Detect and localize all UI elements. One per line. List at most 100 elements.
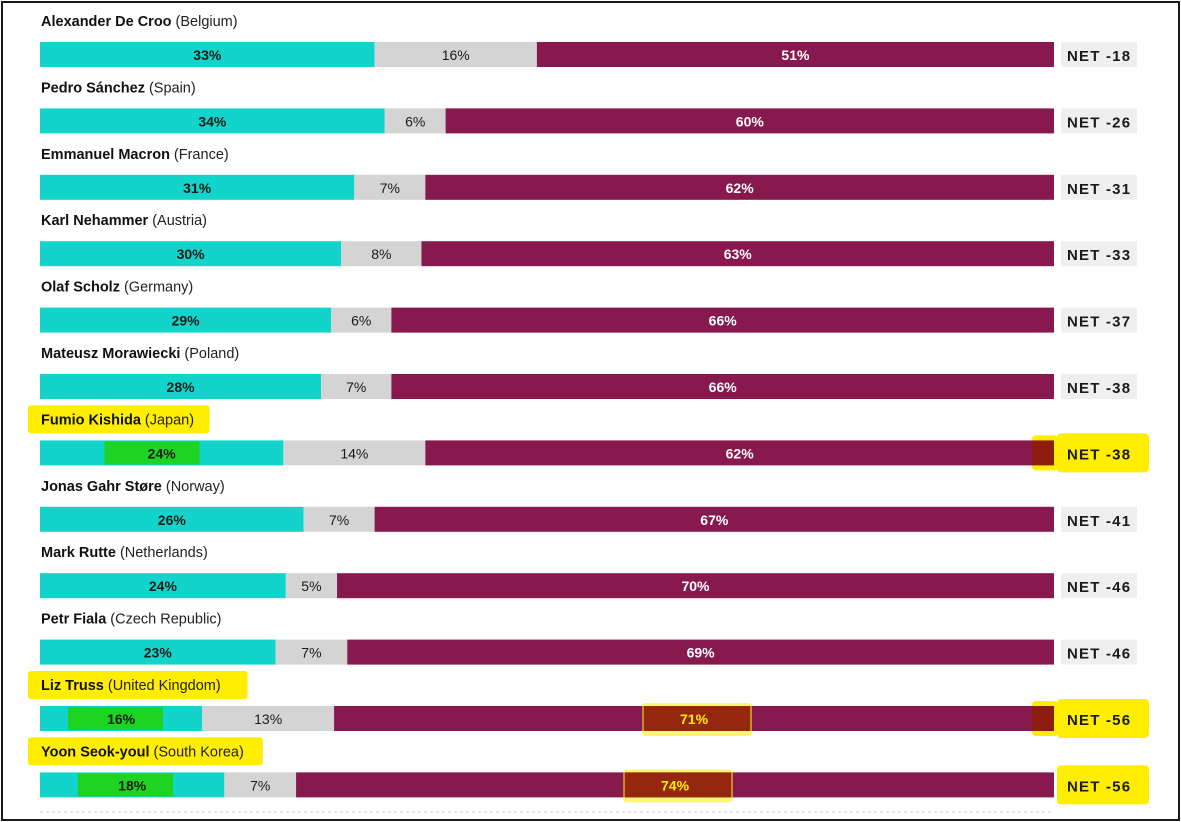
disapprove-label: 69%: [687, 645, 716, 661]
approval-stacked-bar-chart: Alexander De Croo (Belgium) 33% 16% 51% NET -…: [28, 14, 1149, 813]
leader-row: Liz Truss (United Kingdom) 16% 13% 71% NET -5…: [28, 671, 1149, 738]
leader-country-text: (Czech Republic): [110, 612, 221, 628]
net-highlight: [1057, 433, 1149, 473]
leader-name-text: Petr Fiala: [41, 612, 107, 628]
net-label: NET -38: [1067, 446, 1131, 463]
disapprove-label: 62%: [726, 180, 755, 196]
net-label: NET -31: [1067, 181, 1131, 198]
leader-name-text: Liz Truss: [41, 678, 104, 694]
disapprove-label: 74%: [661, 777, 690, 793]
leader-row: Emmanuel Macron (France) 31% 7% 62% NET -31: [40, 147, 1137, 200]
approve-segment: [40, 506, 304, 532]
leader-row: Yoon Seok-youl (South Korea) 18% 7% 74% NET -…: [28, 737, 1149, 805]
leader-country-text: (South Korea): [154, 744, 244, 760]
leader-country-text: (Poland): [184, 346, 239, 362]
neutral-segment: [285, 573, 338, 599]
disapprove-label: 67%: [700, 512, 729, 528]
leader-name-text: Karl Nehammer: [41, 213, 149, 229]
approve-highlight: [68, 707, 164, 730]
neutral-label: 7%: [380, 180, 400, 196]
approve-segment: [40, 307, 332, 333]
net-highlight: [1057, 699, 1149, 738]
disapprove-segment: [425, 174, 1054, 200]
disapprove-label: 51%: [781, 47, 810, 63]
net-box: [1061, 42, 1137, 67]
leader-name: Karl Nehammer (Austria): [41, 213, 207, 229]
neutral-label: 13%: [254, 711, 282, 727]
approve-label: 24%: [148, 445, 177, 461]
net-label: NET -56: [1067, 712, 1131, 729]
leader-row: Fumio Kishida (Japan) 24% 14% 62% NET -38: [28, 405, 1149, 473]
approve-segment: [40, 374, 322, 399]
approve-label: 16%: [107, 711, 136, 727]
net-box: [1061, 108, 1137, 134]
neutral-segment: [354, 174, 426, 200]
leader-country-text: (Austria): [152, 213, 207, 229]
leader-country-text: (France): [174, 147, 229, 163]
neutral-label: 5%: [301, 578, 321, 594]
leader-name: Olaf Scholz (Germany): [41, 280, 193, 296]
net-label: NET -46: [1067, 646, 1131, 663]
net-box: [1061, 174, 1137, 200]
disapprove-segment: [337, 573, 1055, 599]
bar-end-mark: [1032, 706, 1054, 731]
leader-country-text: (Spain): [149, 80, 196, 96]
approve-label: 26%: [158, 512, 187, 528]
leader-name-text: Mateusz Morawiecki: [41, 346, 180, 362]
leader-row: Mateusz Morawiecki (Poland) 28% 7% 66% NET -3…: [40, 346, 1137, 399]
leader-country-text: (United Kingdom): [108, 678, 221, 694]
leader-name-text: Yoon Seok-youl: [41, 744, 150, 760]
disapprove-segment: [374, 506, 1054, 532]
approve-label: 30%: [177, 246, 206, 262]
approve-label: 28%: [167, 379, 196, 395]
neutral-label: 7%: [346, 379, 366, 395]
approve-label: 29%: [172, 313, 201, 329]
name-highlight: [28, 671, 248, 699]
net-box: [1061, 374, 1137, 399]
approve-segment: [40, 108, 385, 134]
approve-segment: [40, 241, 342, 267]
neutral-segment: [275, 639, 348, 665]
net-box: [1061, 241, 1137, 267]
leader-country-text: (Germany): [124, 280, 193, 296]
net-box: [1061, 573, 1137, 599]
disapprove-segment: [421, 241, 1054, 267]
leader-country-text: (Japan): [145, 412, 194, 428]
neutral-label: 8%: [371, 246, 391, 262]
neutral-label: 16%: [442, 47, 470, 63]
leader-name: Fumio Kishida (Japan): [41, 412, 194, 428]
leader-name-text: Emmanuel Macron: [41, 147, 170, 163]
approve-segment: [40, 573, 286, 599]
disapprove-label: 66%: [709, 379, 738, 395]
net-highlight: [1057, 765, 1149, 805]
leader-name: Mateusz Morawiecki (Poland): [41, 346, 239, 362]
disapprove-label-mark: [644, 706, 751, 731]
neutral-segment: [331, 307, 392, 333]
approve-segment: [40, 42, 375, 67]
disapprove-label: 60%: [736, 113, 765, 129]
approve-label: 33%: [193, 47, 222, 63]
approve-segment: [40, 174, 355, 200]
leader-name-text: Olaf Scholz: [41, 280, 120, 296]
leader-row: Pedro Sánchez (Spain) 34% 6% 60% NET -26: [40, 80, 1137, 134]
neutral-segment: [321, 374, 392, 399]
disapprove-segment: [536, 42, 1054, 67]
net-label: NET -33: [1067, 247, 1131, 264]
neutral-segment: [374, 42, 537, 67]
neutral-label: 14%: [340, 445, 368, 461]
neutral-label: 7%: [301, 645, 321, 661]
leader-row: Mark Rutte (Netherlands) 24% 5% 70% NET -46: [40, 545, 1137, 599]
net-box: [1061, 506, 1137, 532]
leader-name: Petr Fiala (Czech Republic): [41, 612, 222, 628]
leader-name-text: Pedro Sánchez: [41, 80, 145, 96]
disapprove-label: 66%: [709, 313, 738, 329]
disapprove-segment: [391, 307, 1055, 333]
net-label: NET -56: [1067, 778, 1131, 795]
approve-label: 18%: [118, 777, 147, 793]
name-highlight: [28, 405, 210, 434]
net-label: NET -38: [1067, 380, 1131, 397]
neutral-segment: [283, 440, 426, 466]
neutral-label: 6%: [351, 313, 371, 329]
disapprove-segment: [391, 374, 1055, 399]
leader-name: Alexander De Croo (Belgium): [41, 14, 238, 30]
